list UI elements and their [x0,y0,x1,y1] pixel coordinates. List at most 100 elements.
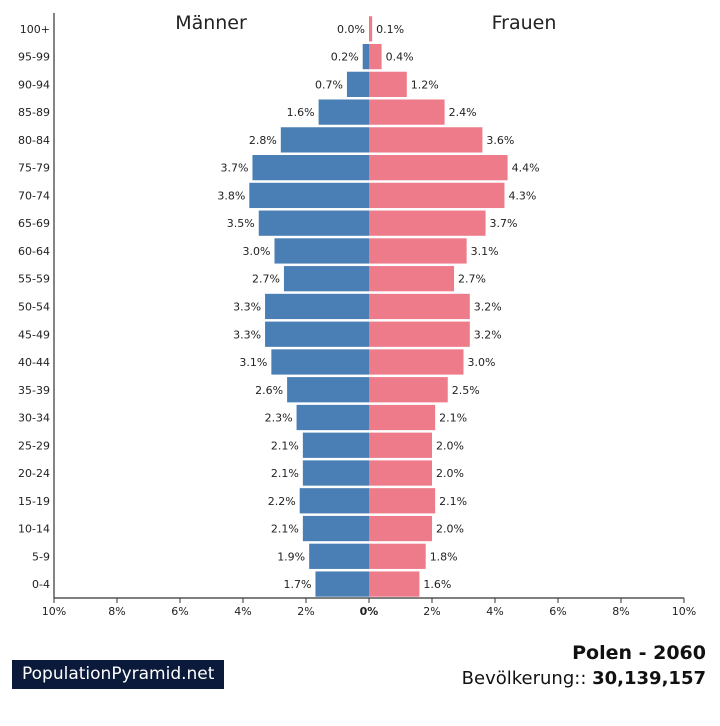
x-tick-label: 2% [297,605,314,618]
male-value-label: 3.8% [217,189,245,202]
male-bar [274,238,369,264]
female-value-label: 2.4% [449,106,477,119]
male-value-label: 3.7% [220,162,248,175]
female-value-label: 2.1% [439,412,467,425]
male-value-label: 0.7% [315,78,343,91]
age-group-label: 30-34 [18,412,50,425]
age-group-label: 5-9 [32,550,50,563]
male-bar [309,543,369,569]
x-tick-label: 10% [42,605,66,618]
female-bar [369,404,436,431]
male-bar [271,349,369,375]
axes-group: 100+ 95-99 90-94 85-89 80-84 75-79 70-74 65-69 6… [18,13,696,618]
brand-logo[interactable]: PopulationPyramid.net [12,660,225,689]
male-bar [302,432,369,458]
male-bar [362,43,369,70]
female-bar [369,16,373,42]
female-bar [369,488,436,514]
male-value-label: 2.1% [271,439,299,452]
female-value-label: 2.1% [439,495,467,508]
female-bar [369,515,432,542]
female-bar [369,266,455,292]
female-value-label: 1.8% [430,550,458,563]
age-group-label: 20-24 [18,467,50,480]
age-group-label: 65-69 [18,217,50,230]
male-value-label: 2.8% [249,134,277,147]
male-bar [302,460,369,486]
female-value-label: 4.4% [512,162,540,175]
footer-info: Polen - 2060 Bevölkerung:: 30,139,157 [462,642,706,689]
right-series-label: Frauen [492,12,557,34]
female-value-label: 2.5% [452,384,480,397]
female-value-label: 3.0% [468,356,496,369]
female-value-label: 3.2% [474,301,502,314]
male-value-label: 2.7% [252,273,280,286]
female-value-label: 0.4% [386,51,414,64]
female-bar [369,43,382,70]
age-group-label: 55-59 [18,273,50,286]
female-value-label: 0.1% [376,23,404,36]
age-group-label: 40-44 [18,356,50,369]
left-series-label: Männer [175,12,247,34]
male-bar [296,404,369,431]
female-value-label: 3.1% [471,245,499,258]
population-pyramid-chart: Männer Frauen 0.0% 0.1% 0.2% 0.4% 0.7% 1.2% 1.… [18,12,696,618]
female-value-label: 2.0% [436,439,464,452]
male-bar [252,155,369,181]
age-group-label: 80-84 [18,134,50,147]
female-bar [369,238,467,264]
female-bar [369,127,483,153]
male-bar [318,99,369,125]
male-value-label: 3.0% [243,245,271,258]
bars-group: 0.0% 0.1% 0.2% 0.4% 0.7% 1.2% 1.6% 2.4% 2.8% 3.6%… [217,16,540,597]
age-group-label: 60-64 [18,245,50,258]
age-group-label: 15-19 [18,495,50,508]
country-title: Polen - 2060 [572,642,706,664]
female-bar [369,182,505,209]
age-group-label: 10-14 [18,523,50,536]
female-value-label: 2.0% [436,467,464,480]
age-group-label: 45-49 [18,328,50,341]
male-value-label: 2.3% [265,412,293,425]
female-bar [369,349,464,375]
male-value-label: 2.6% [255,384,283,397]
female-value-label: 4.3% [508,189,536,202]
x-tick-label: 10% [672,605,696,618]
male-value-label: 0.0% [337,23,365,36]
male-bar [283,266,369,292]
male-value-label: 2.2% [268,495,296,508]
female-value-label: 3.2% [474,328,502,341]
male-value-label: 1.6% [287,106,315,119]
x-tick-label: 4% [486,605,503,618]
female-value-label: 3.6% [486,134,514,147]
x-tick-label: 6% [549,605,566,618]
age-group-label: 50-54 [18,301,50,314]
age-group-label: 25-29 [18,439,50,452]
female-bar [369,460,432,486]
female-bar [369,293,470,320]
male-value-label: 2.1% [271,467,299,480]
male-value-label: 3.5% [227,217,255,230]
age-group-label: 90-94 [18,78,50,91]
x-tick-label: 0% [360,605,379,618]
male-bar [346,71,369,97]
age-group-label: 85-89 [18,106,50,119]
male-value-label: 1.7% [283,578,311,591]
female-value-label: 1.6% [423,578,451,591]
age-group-label: 100+ [20,23,50,36]
x-tick-label: 4% [234,605,251,618]
population-value: 30,139,157 [592,668,706,689]
male-value-label: 2.1% [271,523,299,536]
female-bar [369,210,486,236]
male-bar [287,377,369,403]
female-bar [369,321,470,347]
male-value-label: 3.1% [239,356,267,369]
female-value-label: 1.2% [411,78,439,91]
age-group-label: 75-79 [18,162,50,175]
population-label: Bevölkerung:: [461,668,587,689]
female-bar [369,71,407,97]
female-bar [369,155,508,181]
x-tick-label: 8% [108,605,125,618]
male-bar [249,182,369,209]
population-line: Bevölkerung:: 30,139,157 [462,668,706,689]
